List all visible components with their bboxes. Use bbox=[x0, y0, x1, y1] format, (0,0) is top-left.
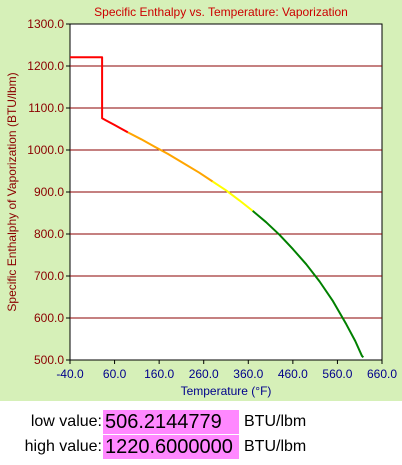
high-value-unit: BTU/lbm bbox=[244, 438, 307, 455]
series-layer bbox=[70, 56, 365, 359]
high-value-field: 1220.6000000 bbox=[103, 435, 239, 459]
chart-svg: Specific Enthalpy vs. Temperature: Vapor… bbox=[5, 5, 397, 398]
series-line-1 bbox=[127, 131, 214, 183]
x-tick-label: 160.0 bbox=[144, 367, 174, 381]
y-tick-label: 1100.0 bbox=[28, 101, 64, 115]
y-tick-label: 900.0 bbox=[34, 185, 64, 199]
x-axis-label: Temperature (°F) bbox=[181, 384, 272, 398]
y-tick-label: 1000.0 bbox=[27, 143, 64, 157]
x-tick-label: 460.0 bbox=[278, 367, 308, 381]
y-tick-label: 600.0 bbox=[34, 311, 64, 325]
x-axis-ticks: -40.0 60.0 160.0 260.0 360.0 460.0 560.0 660.0 bbox=[56, 360, 397, 381]
low-value-unit: BTU/lbm bbox=[244, 413, 307, 430]
grid-layer bbox=[70, 65, 382, 319]
y-tick-label: 1200.0 bbox=[27, 59, 64, 73]
x-tick-label: 660.0 bbox=[367, 367, 397, 381]
chart-panel: Specific Enthalpy vs. Temperature: Vapor… bbox=[0, 0, 402, 401]
x-tick-label: 360.0 bbox=[233, 367, 263, 381]
series-line-2 bbox=[212, 180, 254, 212]
y-tick-label: 1300.0 bbox=[27, 17, 64, 31]
chart-title: Specific Enthalpy vs. Temperature: Vapor… bbox=[94, 5, 348, 19]
x-tick-label: 60.0 bbox=[103, 367, 127, 381]
y-tick-label: 500.0 bbox=[34, 353, 64, 367]
x-tick-label: 260.0 bbox=[189, 367, 219, 381]
x-tick-label: 560.0 bbox=[322, 367, 352, 381]
high-value-label: high value: bbox=[24, 438, 102, 455]
low-value-field: 506.2144779 bbox=[103, 410, 239, 434]
y-tick-label: 800.0 bbox=[34, 227, 64, 241]
low-value-label: low value: bbox=[30, 413, 102, 430]
x-tick-label: -40.0 bbox=[56, 367, 84, 381]
low-value-row: low value: 506.2144779 BTU/lbm bbox=[0, 410, 402, 434]
high-value-row: high value: 1220.6000000 BTU/lbm bbox=[0, 435, 402, 459]
y-tick-label: 700.0 bbox=[34, 269, 64, 283]
series-line-0 bbox=[70, 56, 129, 134]
readout-panel: low value: 506.2144779 BTU/lbm high valu… bbox=[0, 402, 402, 465]
series-line-3 bbox=[252, 210, 365, 359]
y-axis-label: Specific Enthalphy of Vaporization (BTU/… bbox=[5, 72, 19, 311]
y-axis-ticks: 500.0 600.0 700.0 800.0 900.0 1000.0 1100.0 120… bbox=[27, 17, 70, 367]
